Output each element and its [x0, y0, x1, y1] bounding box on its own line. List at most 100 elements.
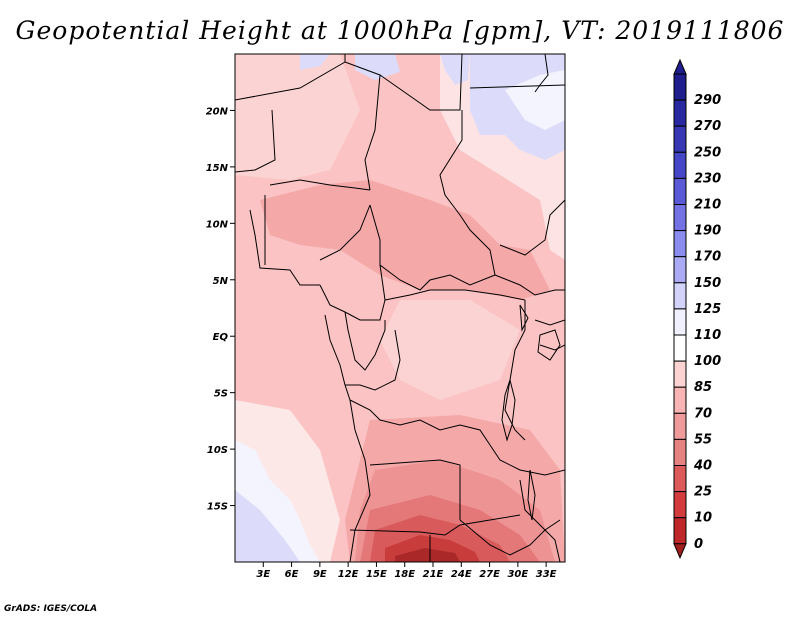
lon-tick-label: 33E	[536, 569, 557, 580]
border-niger-chad	[364, 74, 381, 191]
border-angola-zambia	[369, 459, 461, 520]
colorbar-swatch	[673, 465, 687, 493]
lat-tick-label: 10N	[206, 219, 229, 230]
colorbar-label: 190	[694, 224, 721, 239]
border-angola-coast	[349, 399, 371, 562]
border-sudan-ethiopia	[499, 199, 565, 256]
colorbar-swatch	[673, 386, 687, 414]
latitude-axis: 20N 15N 10N 5N EQ 5S 10S 15S	[206, 106, 235, 513]
border-cameroon-south	[319, 284, 386, 321]
border-congo	[344, 311, 386, 371]
field-10n-band	[260, 180, 550, 300]
border-drc-west	[345, 329, 401, 391]
chart-title: Geopotential Height at 1000hPa [gpm], VT…	[15, 16, 785, 45]
colorbar-swatch	[673, 99, 687, 127]
lon-tick-label: 9E	[313, 569, 327, 580]
field-n-blue-2	[355, 54, 400, 80]
colorbar-label: 270	[694, 119, 721, 134]
lon-tick-label: 15E	[366, 569, 387, 580]
colorbar-label: 100	[694, 354, 721, 369]
border-algeria-mali	[235, 54, 346, 101]
lon-tick-label: 30E	[507, 569, 528, 580]
colorbar-label: 40	[693, 459, 712, 474]
lon-tick-label: 6E	[285, 569, 299, 580]
map-frame	[234, 53, 566, 563]
colorbar-label: 85	[694, 380, 712, 395]
lon-tick-label: 24E	[451, 569, 472, 580]
border-gabon-coast	[324, 314, 346, 386]
credit-label: GrADS: IGES/COLA	[4, 604, 98, 614]
colorbar-swatch	[673, 334, 687, 362]
colorbar: 2902702502302101901701501251101008570554…	[673, 58, 721, 560]
colorbar-label: 170	[694, 250, 721, 265]
colorbar-bottom-arrow	[673, 543, 687, 560]
colorbar-swatch	[673, 360, 687, 388]
colorbar-label: 55	[694, 432, 712, 447]
colorbar-label: 210	[694, 198, 721, 213]
border-namibia-north	[349, 514, 521, 536]
border-niger-nigeria	[269, 179, 371, 191]
border-zambia-south	[459, 519, 561, 556]
lon-tick-label: 18E	[394, 569, 415, 580]
colorbar-swatch	[673, 151, 687, 179]
colorbar-swatch	[673, 125, 687, 153]
colorbar-label: 70	[694, 406, 712, 421]
colorbar-swatch	[673, 438, 687, 466]
border-uganda	[534, 319, 565, 326]
colorbar-label: 25	[694, 485, 712, 500]
border-libya-egypt	[469, 84, 565, 89]
border-coast-west	[249, 209, 320, 286]
colorbar-label: 0	[694, 537, 703, 552]
lake-victoria	[537, 329, 561, 361]
border-niger-libya	[344, 54, 463, 111]
border-malawi-moz	[519, 479, 561, 562]
colorbar-label: 110	[694, 328, 721, 343]
lake-tanganyika	[501, 378, 516, 442]
height-field	[235, 54, 565, 562]
border-mali-mauritania	[235, 109, 276, 173]
colorbar-swatch	[673, 282, 687, 310]
border-nigeria-cameroon	[319, 204, 371, 261]
field-nw-light	[235, 54, 360, 180]
colorbar-label: 230	[694, 171, 721, 186]
colorbar-label: 10	[694, 511, 712, 526]
colorbar-label: 290	[694, 93, 721, 108]
field-eq-light	[380, 300, 520, 400]
lat-tick-label: 10S	[207, 445, 228, 456]
lat-tick-label: 5S	[214, 389, 228, 400]
lon-tick-label: 21E	[423, 569, 444, 580]
border-kenya	[539, 344, 565, 351]
lat-tick-label: 20N	[206, 106, 229, 117]
lake-albert	[519, 304, 529, 332]
colorbar-swatch	[673, 204, 687, 232]
lon-tick-label: 12E	[338, 569, 359, 580]
coast-red-sea	[534, 54, 549, 93]
lat-tick-label: EQ	[213, 332, 229, 343]
border-angola-drc	[344, 384, 491, 446]
lat-tick-label: 5N	[213, 276, 229, 287]
colorbar-swatch	[673, 256, 687, 284]
field-ocean-blue	[235, 490, 300, 562]
colorbar-swatch	[673, 412, 687, 440]
field-south-0	[395, 548, 460, 562]
lat-tick-label: 15N	[206, 163, 229, 174]
field-n-blue-3	[440, 54, 470, 85]
border-chad-sudan	[439, 110, 496, 276]
longitude-axis: 3E 6E 9E 12E 15E 18E 21E 24E 27E 30E 33E	[256, 562, 557, 580]
border-car-north	[369, 204, 496, 291]
lat-tick-label: 15S	[207, 502, 228, 513]
border-south-sudan	[494, 274, 565, 296]
colorbar-swatch	[673, 73, 687, 101]
lon-tick-label: 3E	[256, 569, 270, 580]
colorbar-top-arrow	[673, 58, 687, 75]
colorbar-swatch	[673, 308, 687, 336]
lon-tick-label: 27E	[479, 569, 500, 580]
field-n-blue-1	[300, 54, 330, 70]
colorbar-swatch	[673, 491, 687, 519]
colorbar-swatch	[673, 517, 687, 545]
colorbar-label: 150	[694, 276, 721, 291]
country-borders	[235, 54, 565, 562]
colorbar-swatch	[673, 177, 687, 205]
lake-malawi	[527, 469, 536, 521]
